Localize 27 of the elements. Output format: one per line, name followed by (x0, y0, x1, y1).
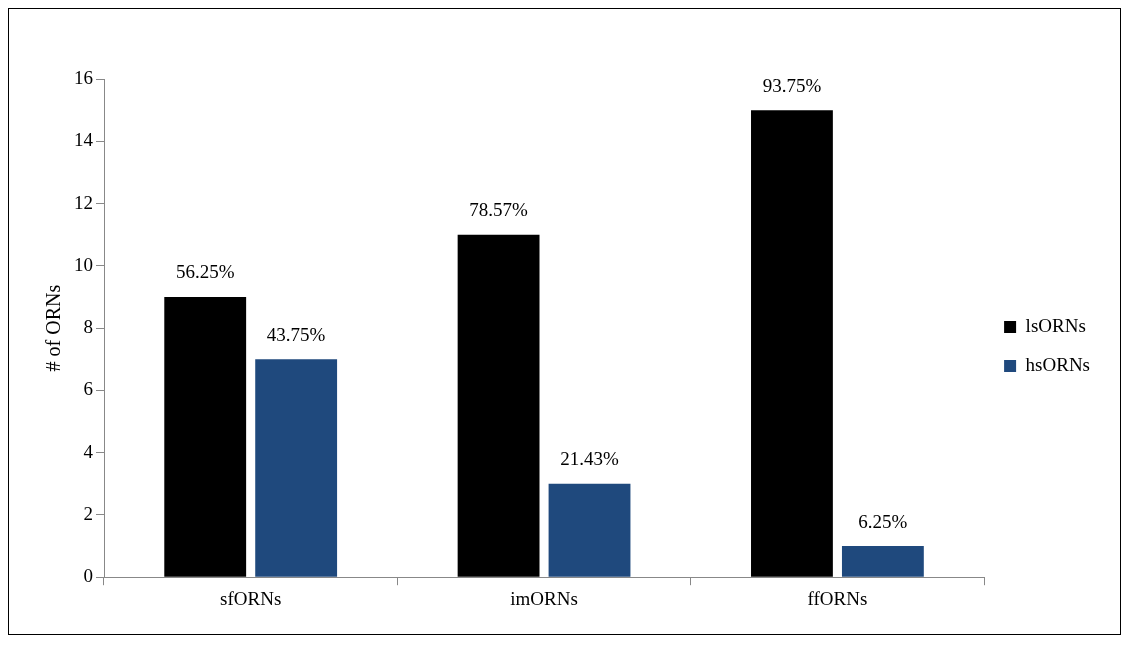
annotation: 78.57% (469, 199, 529, 221)
x-tick-label: imORNs (510, 587, 578, 609)
y-tick-label: 10 (74, 253, 93, 275)
bar (548, 483, 631, 577)
x-tick-label: ffORNs (807, 587, 868, 609)
annotation: 21.43% (560, 448, 619, 470)
bar (255, 359, 338, 577)
x-tick-label: sfORNs (220, 587, 282, 609)
y-tick-label: 12 (74, 191, 93, 213)
annotation: 93.75% (762, 74, 822, 96)
legend-label: hsORNs (1025, 353, 1090, 375)
y-tick-label: 16 (74, 66, 93, 88)
bar (457, 234, 540, 577)
y-axis-title: # of ORNs (42, 284, 65, 372)
y-tick-label: 14 (74, 129, 94, 151)
annotation: 43.75% (266, 323, 326, 345)
y-tick-label: 0 (83, 565, 93, 587)
bar (164, 296, 247, 577)
y-tick-label: 8 (83, 316, 93, 338)
bar (841, 546, 924, 577)
annotation: 6.25% (858, 510, 908, 532)
legend-label: lsORNs (1025, 314, 1086, 336)
bar (751, 110, 833, 577)
y-tick-label: 2 (83, 502, 93, 524)
y-tick-label: 4 (83, 440, 94, 462)
y-tick-label: 6 (83, 378, 93, 400)
annotation: 56.25% (175, 261, 235, 283)
